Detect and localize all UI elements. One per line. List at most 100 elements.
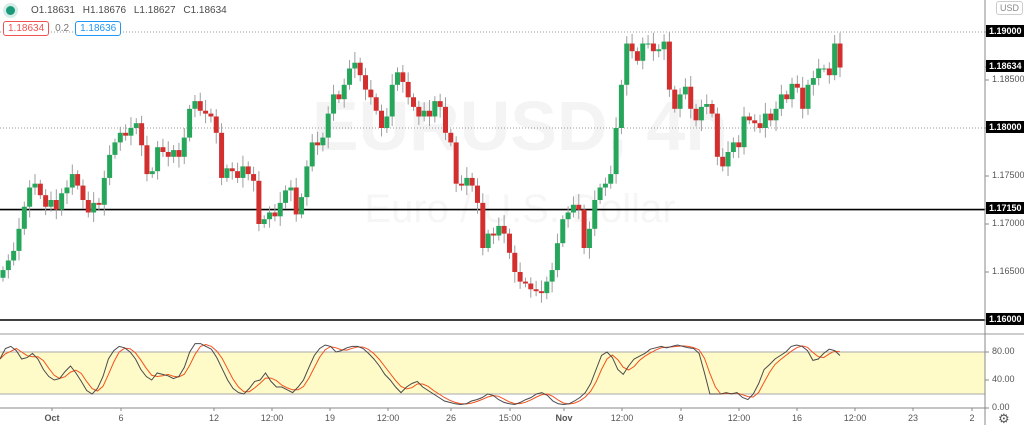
candle [698,106,704,121]
candle [128,128,134,136]
sell-button[interactable]: 1.18634 [3,21,50,36]
candle [677,94,683,109]
candle [650,43,656,52]
buy-button[interactable]: 1.18636 [75,21,122,36]
candle [421,110,427,117]
candle [395,72,401,85]
candle [256,180,262,224]
candle [768,113,774,121]
candle [123,132,129,136]
candle [805,84,811,109]
candle [75,174,81,186]
candle [245,166,251,175]
candle [107,154,113,178]
candle [565,212,571,220]
candle [474,185,480,203]
candle [688,86,694,109]
candle [496,225,502,236]
currency-button[interactable]: USD [996,1,1024,15]
time-axis-label: 19 [324,413,336,423]
candle [363,75,369,90]
candle [725,152,731,167]
time-axis-label: 2 [969,413,975,423]
candle [437,101,443,107]
candle [53,200,59,210]
candle [778,94,784,109]
candle [554,243,560,271]
candle [757,123,763,128]
candle [618,84,624,128]
candle [693,108,699,121]
candle [240,166,246,178]
candle [736,142,742,148]
candle [160,147,166,152]
candle [117,132,123,143]
candle [666,41,672,90]
candle [144,145,150,175]
stoch-axis-label: 80.00 [992,346,1015,356]
candle [48,200,54,207]
candle [325,113,331,138]
candle [789,83,795,100]
candle [608,174,614,184]
candle [586,228,592,248]
candle [37,183,43,196]
candle [741,116,747,148]
candle [112,142,118,155]
candle [592,200,598,229]
stoch-k-line [0,343,841,406]
candle [208,113,214,117]
candle [752,120,758,124]
time-axis-label: Oct [44,413,60,423]
candle [272,212,278,217]
candle [501,225,507,234]
candle [85,200,91,213]
time-axis-label: 16 [791,413,803,423]
candle [336,94,342,100]
price-level-tag: 1.19000 [986,25,1024,37]
candle [714,113,720,157]
quote-box: 1.18634 0.2 1.18636 [3,21,122,36]
candle [544,281,550,294]
candle [187,108,193,138]
candle [203,110,209,114]
settings-gear-icon[interactable]: ⚙ [998,411,1010,426]
candle [155,147,161,172]
candle [538,291,544,294]
candle [762,113,768,128]
candle [91,202,97,213]
candle [469,177,475,186]
candle [192,101,198,109]
candle [426,110,432,117]
candle [480,202,486,248]
candle [267,212,273,220]
candle [277,202,283,217]
high-value: H1.18676 [82,5,127,16]
price-axis-label: 1.17000 [992,218,1024,228]
candle [304,166,310,198]
candle [448,132,454,143]
candle [251,174,257,181]
candle [11,250,17,261]
candle [794,83,800,88]
candle [5,260,11,271]
candle [826,68,832,76]
candle [613,128,619,175]
spread-value: 0.2 [55,23,70,34]
low-value: L1.18627 [133,5,176,16]
candle [411,97,417,107]
candle [597,187,603,200]
candle [656,49,662,52]
time-axis-label: 12:00 [260,413,284,423]
candle [320,137,326,146]
candle [235,171,241,178]
candle [682,86,688,95]
candle [139,123,145,146]
candle [490,233,496,236]
candle [309,142,315,167]
price-axis-label: 1.18500 [992,74,1024,84]
candle [720,156,726,167]
candle [634,51,640,61]
stoch-axis-label: 0.00 [992,402,1010,412]
